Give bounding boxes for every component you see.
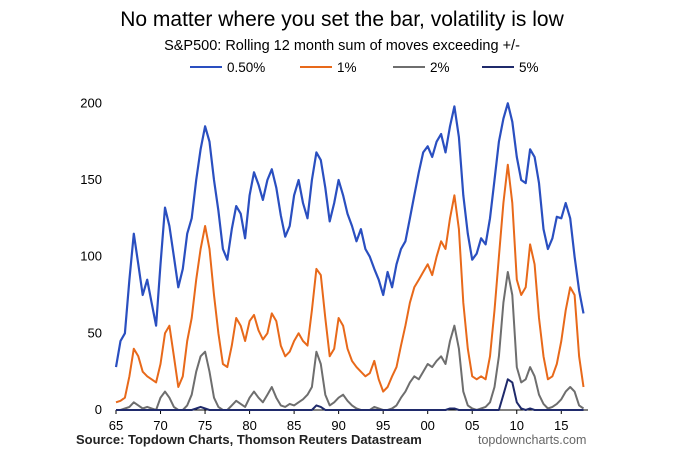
brand-url: topdowncharts.com [478, 433, 587, 447]
legend-swatch-1 [300, 66, 332, 68]
x-tick-label: 65 [109, 418, 123, 433]
x-tick-label: 05 [465, 418, 479, 433]
chart-title: No matter where you set the bar, volatil… [120, 8, 564, 31]
source-note: Source: Topdown Charts, Thomson Reuters … [76, 432, 422, 447]
series-line-5 [116, 378, 584, 411]
series-line-1 [115, 163, 585, 404]
y-tick-label: 50 [88, 325, 102, 340]
legend-item-2: 2% [393, 58, 450, 76]
legend-label-0-50: 0.50% [227, 59, 266, 75]
legend: 0.50% 1% 2% 5% [0, 58, 684, 76]
x-tick-label: 70 [153, 418, 167, 433]
legend-swatch-0-50 [190, 66, 222, 68]
x-tick-label: 80 [242, 418, 256, 433]
x-tick-label: 15 [554, 418, 568, 433]
legend-label-1: 1% [337, 59, 357, 75]
legend-label-2: 2% [430, 59, 450, 75]
series-line-2 [116, 271, 585, 411]
legend-item-1: 1% [300, 58, 357, 76]
legend-item-5: 5% [482, 58, 539, 76]
y-tick-label: 0 [95, 402, 102, 417]
series-line-0-50 [114, 102, 585, 368]
legend-swatch-2 [393, 66, 425, 68]
y-tick-label: 150 [80, 172, 102, 187]
y-tick-label: 200 [80, 95, 102, 110]
x-tick-label: 95 [376, 418, 390, 433]
legend-item-0-50: 0.50% [190, 58, 265, 76]
x-tick-label: 10 [510, 418, 524, 433]
legend-label-5: 5% [519, 59, 539, 75]
x-tick-label: 85 [287, 418, 301, 433]
x-tick-label: 75 [198, 418, 212, 433]
chart-subtitle: S&P500: Rolling 12 month sum of moves ex… [164, 38, 520, 54]
x-tick-label: 00 [420, 418, 434, 433]
y-tick-label: 100 [80, 249, 102, 264]
legend-swatch-5 [482, 66, 514, 68]
x-tick-label: 90 [331, 418, 345, 433]
